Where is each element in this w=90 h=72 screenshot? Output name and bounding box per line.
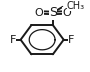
Text: F: F — [10, 35, 16, 45]
Text: O: O — [62, 7, 71, 17]
Text: O: O — [35, 7, 43, 17]
Text: CH₃: CH₃ — [67, 1, 85, 11]
Text: S: S — [49, 6, 57, 19]
Text: F: F — [68, 35, 74, 45]
